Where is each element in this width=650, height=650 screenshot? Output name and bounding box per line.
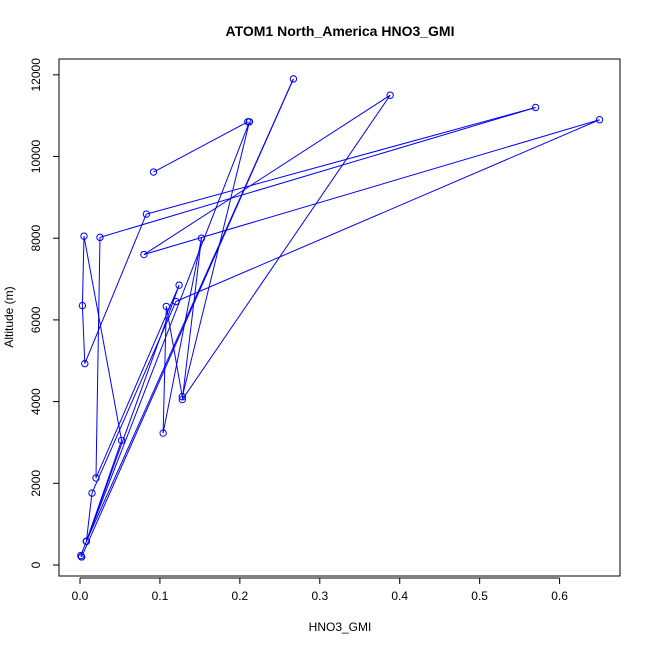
series-segment (143, 119, 600, 256)
series-segment (85, 493, 93, 542)
data-point (531, 103, 540, 112)
series-segment (99, 107, 536, 238)
series-segment (85, 285, 180, 542)
x-tick-label: 0.3 (311, 589, 328, 603)
x-axis: 0.0 0.1 0.2 0.3 0.4 0.5 0.6 (72, 577, 568, 603)
data-point (244, 118, 252, 126)
data-point (80, 232, 88, 240)
x-tick-label: 0.0 (72, 589, 89, 603)
data-point (159, 429, 167, 437)
x-tick-label: 0.1 (152, 589, 169, 603)
series-segment (143, 94, 391, 255)
y-tick-label: 2000 (29, 470, 43, 497)
data-point (142, 210, 151, 218)
data-point (140, 250, 148, 259)
series-segment (162, 238, 202, 434)
x-axis-label: HNO3_GMI (309, 620, 372, 634)
series-segment (84, 213, 147, 364)
data-point (595, 116, 604, 124)
plot-frame (58, 58, 621, 577)
series-segment (175, 119, 600, 302)
series-segment (181, 94, 391, 400)
series-segment (81, 236, 85, 306)
data-point (77, 551, 85, 560)
series-segment (153, 121, 249, 173)
y-tick-label: 6000 (29, 306, 43, 333)
series-segment (95, 237, 101, 478)
series-segment (146, 106, 536, 215)
data-point (81, 359, 89, 368)
data-point (82, 537, 91, 546)
y-tick-label: 12000 (29, 58, 43, 92)
data-point (117, 436, 126, 445)
data-point (178, 395, 187, 404)
data-point (197, 234, 206, 242)
data-point (149, 168, 158, 176)
x-tick-label: 0.2 (232, 589, 249, 603)
series-segment (165, 306, 183, 397)
series-segment (85, 121, 250, 542)
data-point (77, 553, 86, 561)
data-point (289, 75, 298, 83)
series-segment (95, 284, 180, 479)
x-tick-label: 0.4 (391, 589, 408, 603)
series-segment (181, 121, 250, 397)
series-segment (81, 305, 86, 364)
y-axis-label: Altitude (m) (2, 286, 16, 347)
data-point (178, 392, 187, 401)
series-layer (77, 75, 604, 561)
series-segment (83, 236, 123, 441)
data-point (92, 474, 100, 482)
series-segment (91, 301, 177, 494)
data-point (88, 489, 96, 497)
y-tick-label: 4000 (29, 388, 43, 415)
y-tick-label: 0 (29, 561, 43, 568)
x-tick-label: 0.5 (471, 589, 488, 603)
y-tick-label: 10000 (29, 139, 43, 173)
data-point (96, 233, 104, 242)
data-point (175, 281, 183, 289)
data-point (78, 301, 87, 310)
series-segment (81, 78, 294, 558)
chart-title: ATOM1 North_America HNO3_GMI (226, 23, 455, 39)
series-segment (85, 440, 123, 542)
data-point (172, 297, 180, 306)
x-tick-label: 0.6 (551, 589, 568, 603)
series-segment (181, 238, 202, 400)
y-axis: 0 2000 4000 6000 8000 10000 12000 (29, 58, 60, 568)
data-point (386, 91, 394, 99)
y-tick-label: 8000 (29, 225, 43, 252)
data-point (162, 302, 171, 311)
